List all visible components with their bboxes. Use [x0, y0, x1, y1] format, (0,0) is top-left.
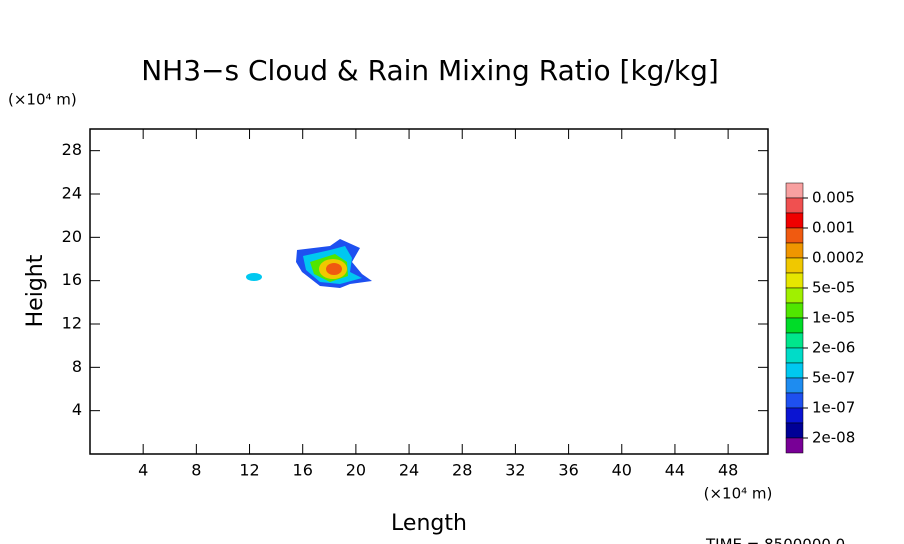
colorbar-label: 0.005	[812, 189, 855, 207]
colorbar-box	[785, 272, 804, 289]
x-unit: (×10⁴ m)	[704, 485, 773, 503]
plot-frame	[89, 128, 769, 455]
colorbar-box	[785, 182, 804, 199]
x-tick-label: 44	[665, 461, 685, 480]
colorbar-box	[785, 422, 804, 439]
x-tick-label: 36	[558, 461, 578, 480]
x-tick-label: 24	[399, 461, 419, 480]
chart-title: NH3−s Cloud & Rain Mixing Ratio [kg/kg]	[141, 54, 719, 87]
x-axis-label: Length	[391, 511, 467, 536]
colorbar-label: 0.0002	[812, 249, 865, 267]
colorbar-box	[785, 242, 804, 259]
colorbar-box	[785, 437, 804, 454]
colorbar-box	[785, 347, 804, 364]
time-label: TIME = 8500000.0	[705, 536, 845, 544]
colorbar-label: 1e-07	[812, 399, 855, 417]
y-axis-label: Height	[23, 254, 48, 327]
colorbar-box	[785, 287, 804, 304]
x-tick-label: 32	[505, 461, 525, 480]
x-tick-label: 4	[138, 461, 148, 480]
colorbar-label: 2e-08	[812, 429, 855, 447]
colorbar-box	[785, 302, 804, 319]
colorbar-box	[785, 227, 804, 244]
y-tick-label: 4	[72, 400, 82, 419]
colorbar-box	[785, 332, 804, 349]
colorbar-box	[785, 407, 804, 424]
colorbar-box	[785, 392, 804, 409]
contour-patch	[326, 263, 342, 275]
x-tick-label: 12	[239, 461, 259, 480]
colorbar-label: 5e-07	[812, 369, 855, 387]
y-tick-label: 8	[72, 357, 82, 376]
y-tick-label: 16	[62, 270, 82, 289]
colorbar-label: 2e-06	[812, 339, 855, 357]
y-tick-label: 24	[62, 184, 82, 203]
colorbar-box	[785, 377, 804, 394]
x-tick-label: 8	[191, 461, 201, 480]
x-tick-label: 48	[718, 461, 738, 480]
contour-patch	[246, 273, 262, 281]
colorbar-label: 1e-05	[812, 309, 855, 327]
x-tick-label: 28	[452, 461, 472, 480]
colorbar-box	[785, 197, 804, 214]
y-tick-label: 20	[62, 227, 82, 246]
colorbar-box	[785, 317, 804, 334]
x-tick-label: 20	[346, 461, 366, 480]
colorbar-label: 5e-05	[812, 279, 855, 297]
colorbar-box	[785, 212, 804, 229]
x-tick-label: 16	[293, 461, 313, 480]
y-tick-label: 28	[62, 140, 82, 159]
colorbar-box	[785, 257, 804, 274]
colorbar-label: 0.001	[812, 219, 855, 237]
y-unit: (×10⁴ m)	[8, 91, 77, 109]
colorbar-box	[785, 362, 804, 379]
contour-field	[246, 239, 372, 288]
y-tick-label: 12	[62, 314, 82, 333]
x-tick-label: 40	[612, 461, 632, 480]
